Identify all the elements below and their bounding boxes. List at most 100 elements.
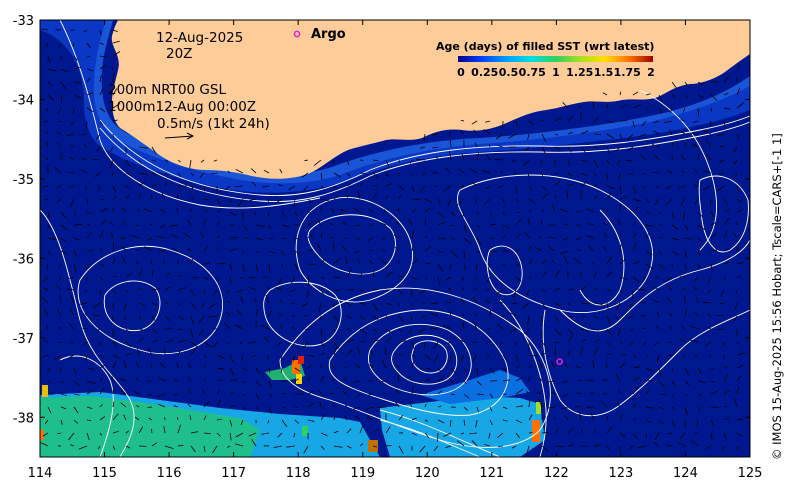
- velocity-vector: [190, 276, 199, 278]
- velocity-vector: [216, 418, 223, 421]
- velocity-vector: [73, 55, 78, 61]
- velocity-vector: [163, 426, 166, 434]
- velocity-vector: [433, 289, 439, 291]
- velocity-vector: [301, 172, 309, 178]
- velocity-vector: [281, 263, 283, 268]
- velocity-vector: [587, 223, 595, 226]
- velocity-vector: [719, 145, 725, 148]
- velocity-vector: [474, 312, 478, 317]
- velocity-vector: [541, 445, 549, 452]
- velocity-vector: [177, 424, 181, 434]
- velocity-vector: [59, 367, 62, 372]
- velocity-vector: [294, 250, 300, 255]
- velocity-vector: [202, 389, 205, 395]
- velocity-vector: [346, 428, 352, 434]
- velocity-vector: [528, 414, 533, 421]
- velocity-vector: [346, 159, 350, 166]
- velocity-vector: [242, 367, 248, 372]
- velocity-vector: [268, 367, 270, 373]
- colorbar-gradient: [458, 56, 653, 62]
- velocity-vector: [319, 401, 322, 408]
- velocity-vector: [190, 315, 194, 325]
- velocity-vector: [320, 432, 328, 437]
- velocity-vector: [690, 440, 699, 447]
- velocity-vector: [528, 364, 533, 369]
- velocity-vector: [99, 276, 104, 281]
- depth-info: 200m NRT00 GSL: [108, 82, 226, 98]
- velocity-vector: [432, 341, 439, 350]
- velocity-vector: [710, 232, 717, 239]
- velocity-vector: [216, 379, 223, 382]
- velocity-vector: [606, 289, 612, 292]
- velocity-vector: [86, 107, 94, 113]
- x-tick-label: 123: [608, 466, 633, 481]
- velocity-vector: [449, 263, 452, 270]
- velocity-vector: [344, 415, 348, 421]
- velocity-vector: [320, 276, 325, 280]
- velocity-vector: [626, 302, 634, 310]
- velocity-vector: [343, 376, 348, 382]
- velocity-vector: [385, 271, 394, 278]
- velocity-vector: [137, 208, 140, 213]
- velocity-vector: [499, 171, 504, 174]
- velocity-vector: [164, 445, 174, 449]
- velocity-vector: [619, 289, 623, 294]
- velocity-vector: [669, 312, 673, 317]
- velocity-vector: [603, 232, 608, 239]
- velocity-vector: [411, 208, 417, 213]
- velocity-vector: [476, 380, 482, 386]
- velocity-vector: [137, 348, 140, 356]
- velocity-vector: [96, 146, 101, 152]
- velocity-vector: [86, 211, 93, 215]
- velocity-vector: [665, 276, 673, 282]
- velocity-vector: [398, 340, 407, 343]
- velocity-vector: [424, 367, 431, 370]
- velocity-vector: [212, 341, 218, 349]
- velocity-vector: [668, 341, 673, 343]
- velocity-vector: [723, 198, 729, 206]
- velocity-vector: [575, 237, 582, 241]
- velocity-vector: [250, 168, 257, 174]
- velocity-vector: [307, 263, 315, 265]
- velocity-vector: [353, 380, 361, 383]
- velocity-vector: [564, 415, 569, 421]
- velocity-vector: [56, 131, 62, 135]
- velocity-vector: [183, 232, 192, 239]
- velocity-vector: [41, 296, 49, 304]
- velocity-vector: [424, 432, 430, 439]
- velocity-vector: [203, 246, 208, 252]
- velocity-vector: [177, 274, 182, 278]
- velocity-vector: [242, 380, 246, 384]
- velocity-vector: [393, 234, 400, 239]
- velocity-vector: [68, 185, 75, 188]
- velocity-vector: [365, 406, 374, 410]
- velocity-vector: [592, 360, 595, 369]
- velocity-vector: [216, 432, 221, 437]
- velocity-vector: [463, 237, 471, 244]
- velocity-vector: [112, 413, 119, 421]
- velocity-vector: [554, 180, 561, 187]
- velocity-vector: [642, 276, 647, 281]
- velocity-vector: [458, 198, 465, 206]
- velocity-vector: [632, 185, 637, 194]
- velocity-vector: [173, 393, 179, 396]
- velocity-vector: [382, 237, 387, 240]
- velocity-vector: [411, 360, 415, 369]
- velocity-vector: [333, 445, 343, 448]
- argo-float-marker[interactable]: [556, 358, 563, 366]
- velocity-vector: [255, 406, 259, 410]
- velocity-vector: [370, 349, 374, 356]
- velocity-vector: [677, 442, 686, 447]
- velocity-vector: [475, 419, 478, 428]
- velocity-vector: [551, 204, 556, 213]
- velocity-vector: [203, 364, 206, 369]
- velocity-vector: [619, 414, 623, 421]
- velocity-vector: [135, 224, 140, 227]
- velocity-vector: [203, 185, 206, 192]
- velocity-vector: [177, 349, 182, 356]
- velocity-vector: [59, 42, 62, 48]
- velocity-vector: [528, 246, 532, 252]
- velocity-vector: [111, 376, 114, 382]
- velocity-vector: [593, 287, 598, 291]
- velocity-vector: [684, 263, 687, 270]
